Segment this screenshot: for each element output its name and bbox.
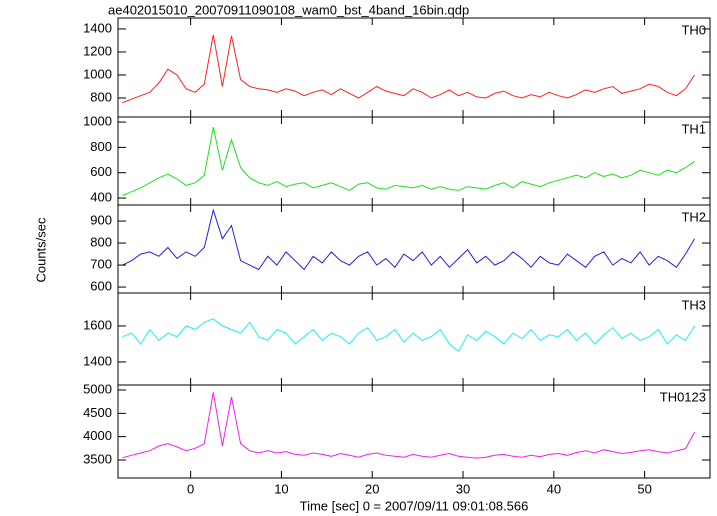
y-tick-label: 1600 — [83, 317, 112, 332]
y-tick-label: 400 — [90, 189, 112, 204]
panel-frame — [117, 292, 711, 386]
panel-frame — [117, 384, 711, 479]
light-curve — [122, 392, 696, 459]
light-curve — [122, 126, 695, 196]
y-axis-label: Counts/sec — [33, 217, 48, 283]
y-tick-label: 1000 — [83, 66, 112, 81]
light-curve — [122, 34, 696, 104]
y-tick-label: 600 — [90, 164, 112, 179]
chart-title: ae402015010_20070911090108_wam0_bst_4ban… — [108, 2, 469, 17]
x-tick-label: 0 — [187, 481, 194, 496]
y-tick-label: 5000 — [83, 381, 112, 396]
y-tick-label: 1200 — [83, 43, 112, 58]
y-tick-label: 600 — [90, 278, 112, 293]
y-tick-label: 800 — [90, 234, 112, 249]
x-tick-label: 10 — [274, 481, 288, 496]
panel-label: TH1 — [681, 121, 706, 136]
y-tick-label: 900 — [90, 212, 112, 227]
y-tick-label: 1400 — [83, 353, 112, 368]
y-tick-label: 4000 — [83, 428, 112, 443]
x-tick-label: 50 — [637, 481, 651, 496]
x-tick-label: 40 — [547, 481, 561, 496]
panel-label: TH0123 — [660, 389, 706, 404]
panel-label: TH0 — [681, 22, 706, 37]
panel-label: TH3 — [681, 297, 706, 312]
y-tick-label: 1400 — [83, 20, 112, 35]
light-curve — [122, 208, 696, 271]
y-tick-label: 1000 — [83, 114, 112, 129]
light-curve — [122, 318, 696, 352]
x-axis-label: Time [sec] 0 = 2007/09/11 09:01:08.566 — [300, 498, 529, 513]
panel-frame — [117, 17, 711, 118]
y-tick-label: 800 — [90, 89, 112, 104]
y-tick-label: 3500 — [83, 451, 112, 466]
panel-label: TH2 — [681, 209, 706, 224]
x-tick-label: 30 — [456, 481, 470, 496]
x-tick-label: 20 — [365, 481, 379, 496]
y-tick-label: 700 — [90, 256, 112, 271]
y-tick-label: 800 — [90, 139, 112, 154]
panel-frame — [117, 204, 711, 294]
y-tick-label: 4500 — [83, 405, 112, 420]
